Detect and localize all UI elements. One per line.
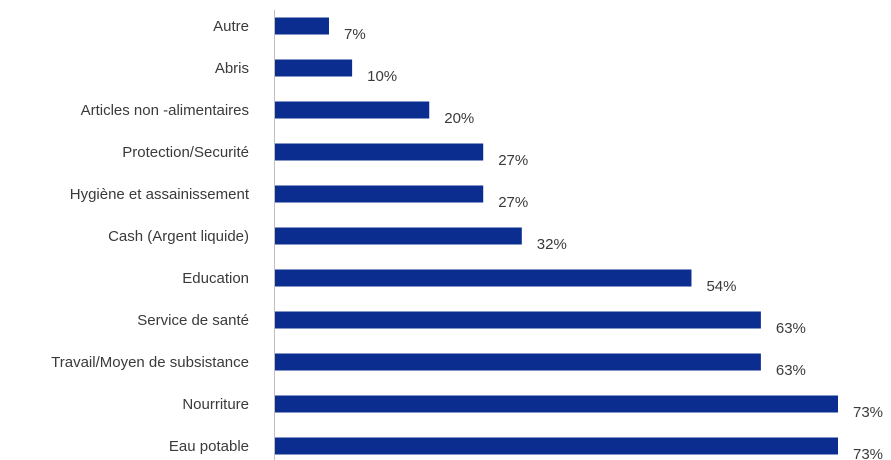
value-label-4: 27% [498,152,528,169]
category-label-7: Education [182,270,249,287]
value-label-2: 10% [367,68,397,85]
bar-4 [275,143,484,161]
category-label-3: Articles non -alimentaires [81,102,249,119]
category-labels-group: Autre Abris Articles non -alimentaires Prot… [51,18,250,455]
value-label-11: 73% [853,446,883,460]
value-label-5: 27% [498,194,528,211]
value-label-8: 63% [776,320,806,337]
category-label-9: Travail/Moyen de subsistance [51,354,249,371]
value-label-1: 7% [344,26,366,43]
value-label-10: 73% [853,404,883,421]
category-label-11: Eau potable [169,438,249,455]
bar-7 [275,269,692,287]
category-label-2: Abris [215,60,249,77]
bar-9 [275,353,761,371]
value-label-6: 32% [537,236,567,253]
bar-8 [275,311,761,329]
category-label-10: Nourriture [182,396,249,413]
value-label-3: 20% [444,110,474,127]
category-label-1: Autre [213,18,249,35]
value-label-7: 54% [706,278,736,295]
bar-10 [275,395,838,413]
value-label-9: 63% [776,362,806,379]
bar-1 [275,17,329,35]
category-label-6: Cash (Argent liquide) [108,228,249,245]
bar-6 [275,227,522,245]
value-labels-group: 7% 10% 20% 27% 27% 32% 54% 63% 63% 73% 73% [344,26,883,460]
bar-5 [275,185,484,203]
bar-11 [275,437,838,455]
category-label-4: Protection/Securité [122,144,249,161]
category-label-5: Hygiène et assainissement [70,186,250,203]
category-label-8: Service de santé [137,312,249,329]
bars-group [275,17,838,455]
bar-3 [275,101,430,119]
bar-2 [275,59,353,77]
